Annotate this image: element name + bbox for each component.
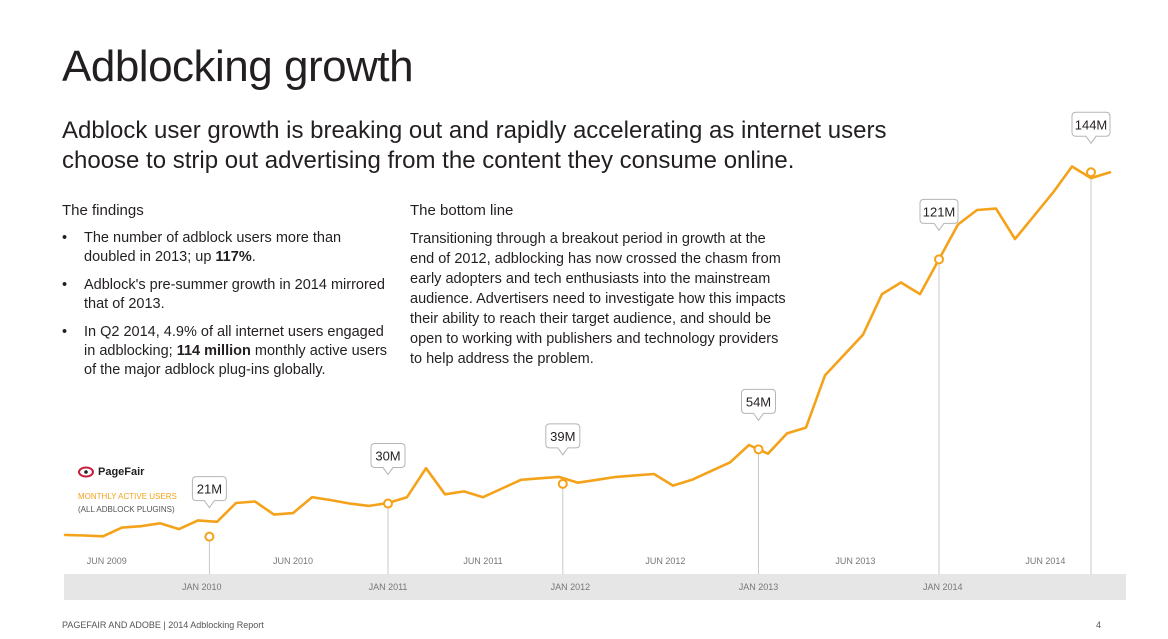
- callout-bubble-shape: [370, 443, 406, 476]
- x-tick-label-upper: JUN 2013: [835, 556, 875, 566]
- x-tick-label-lower: JAN 2011: [369, 582, 408, 592]
- legend-series-sublabel: (ALL ADBLOCK PLUGINS): [78, 505, 175, 514]
- findings-list: • The number of adblock users more than d…: [62, 229, 392, 389]
- callout-label: 30M: [375, 449, 400, 464]
- finding-item: • Adblock's pre-summer growth in 2014 mir…: [62, 276, 392, 314]
- data-point-marker: [753, 444, 764, 455]
- bottom-line-heading: The bottom line: [410, 202, 514, 219]
- data-point-marker: [934, 254, 944, 265]
- x-tick-label-upper: JUN 2012: [645, 556, 685, 566]
- data-point-marker: [204, 531, 215, 542]
- callout-bubble: 39M: [545, 423, 581, 456]
- callout-bubble-shape: [919, 198, 959, 232]
- callout-bubble: 121M: [919, 198, 959, 232]
- bottom-line-text: Transitioning through a breakout period …: [410, 231, 786, 367]
- callout-label: 144M: [1075, 117, 1108, 132]
- callout-bubble-shape: [191, 476, 227, 509]
- finding-item: • The number of adblock users more than d…: [62, 229, 392, 267]
- bullet: •: [62, 230, 68, 246]
- x-axis-band: [64, 574, 1126, 600]
- finding-highlight: 117%: [215, 249, 252, 265]
- legend-series-label: MONTHLY ACTIVE USERS: [78, 492, 177, 501]
- bullet: •: [62, 324, 68, 340]
- callout-bubble: 54M: [741, 388, 776, 422]
- callout-bubble-shape: [1071, 111, 1111, 145]
- x-tick-label-upper: JUN 2014: [1025, 556, 1065, 566]
- x-tick-label-lower: JAN 2012: [551, 582, 591, 592]
- callout-label: 121M: [923, 204, 956, 219]
- x-tick-label-lower: JAN 2010: [182, 582, 222, 592]
- callout-bubble: 21M: [191, 476, 227, 509]
- data-point-marker: [557, 478, 568, 489]
- callout-label: 21M: [197, 482, 222, 497]
- finding-text: Adblock's pre-summer growth in 2014 mirr…: [84, 277, 385, 312]
- finding-item: • In Q2 2014, 4.9% of all internet users …: [62, 323, 392, 380]
- callout-label: 39M: [550, 429, 575, 444]
- page-title: Adblocking growth: [62, 42, 414, 91]
- data-point-marker: [1086, 167, 1096, 178]
- bullet: •: [62, 277, 68, 293]
- finding-text-end: monthly active users of the major adbloc…: [84, 343, 388, 378]
- footer-text: PAGEFAIR AND ADOBE | 2014 Adblocking Rep…: [62, 620, 264, 630]
- series-line-monthly-active-users: [63, 165, 1112, 538]
- pagefair-logo-icon: [78, 466, 94, 478]
- finding-highlight: 114 million: [176, 343, 251, 359]
- finding-text: The number of adblock users more than do…: [84, 230, 342, 265]
- page-subtitle: Adblock user growth is breaking out and …: [62, 117, 887, 174]
- findings-heading: The findings: [62, 202, 144, 219]
- x-tick-label-lower: JAN 2014: [923, 582, 963, 592]
- finding-text-end: .: [251, 249, 256, 265]
- x-tick-label-lower: JAN 2013: [739, 582, 779, 592]
- callout-bubble-shape: [741, 388, 776, 422]
- x-tick-label-upper: JUN 2010: [273, 556, 313, 566]
- data-point-marker: [383, 498, 393, 509]
- callout-bubble: 30M: [370, 443, 406, 476]
- page-number: 4: [1096, 620, 1102, 630]
- brand-name: PageFair: [98, 466, 145, 478]
- callout-bubble: 144M: [1071, 111, 1111, 145]
- finding-text: In Q2 2014, 4.9% of all internet users e…: [84, 324, 384, 359]
- callout-bubble-shape: [545, 423, 581, 456]
- x-tick-label-upper: JUN 2009: [87, 556, 127, 566]
- x-tick-label-upper: JUN 2011: [463, 556, 502, 566]
- callout-label: 54M: [746, 394, 771, 409]
